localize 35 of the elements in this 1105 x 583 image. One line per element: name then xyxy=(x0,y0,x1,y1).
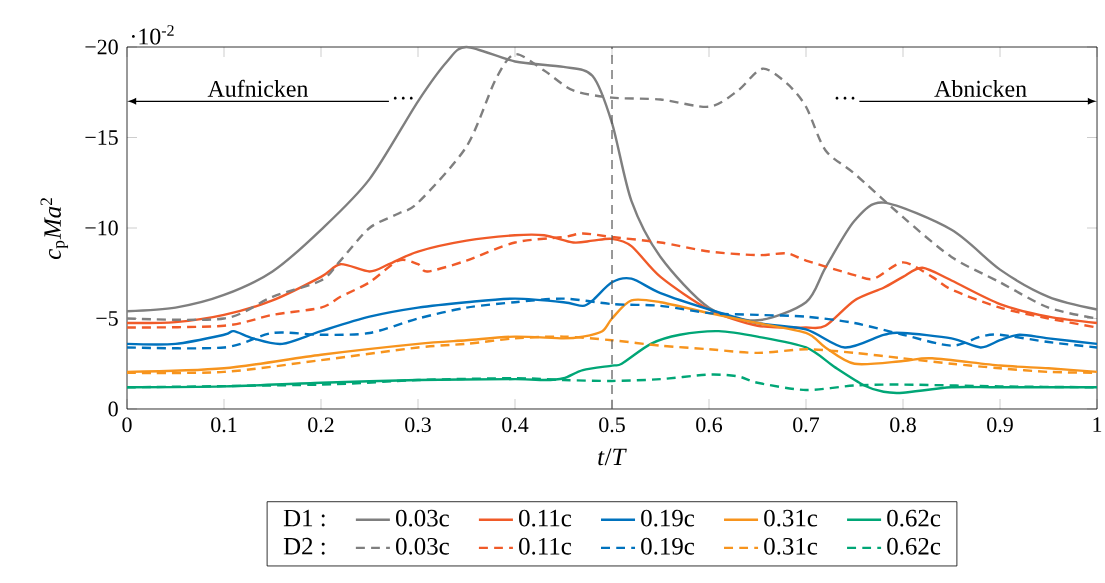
x-tick-label: 0.4 xyxy=(502,417,529,433)
y-tick-label: −15 xyxy=(85,130,118,145)
annotation: Abnicken xyxy=(934,80,1027,97)
legend-label: 0.11c xyxy=(519,537,572,555)
y-axis-title: c$_{p}$Ma$^{2}$ xyxy=(40,198,69,260)
x-tick-label: 0.2 xyxy=(308,417,334,433)
legend-label: 0.31c xyxy=(764,537,818,555)
x-tick-label: 0 xyxy=(122,417,132,433)
x-tick-label: 0.8 xyxy=(890,417,916,433)
y-tick-label: −5 xyxy=(96,311,118,326)
x-tick-label: 0.6 xyxy=(696,417,723,433)
text: D2 : xyxy=(283,537,325,555)
annotation: Aufnicken xyxy=(207,79,309,97)
x-tick-label: 0.5 xyxy=(599,417,625,433)
text: ·10$^{-2}$ xyxy=(131,25,174,45)
y-tick-label: −10 xyxy=(85,220,118,236)
text: D1 : xyxy=(283,509,325,527)
x-axis-title: t/T xyxy=(598,448,627,466)
legend-label: 0.03c xyxy=(396,509,449,527)
legend-label: 0.19c xyxy=(641,537,695,555)
legend-label: 0.03c xyxy=(396,537,449,555)
legend-label: 0.11c xyxy=(519,509,572,527)
x-tick-label: 0.1 xyxy=(211,417,237,433)
legend-label: 0.62c xyxy=(887,509,941,527)
annotation: … xyxy=(393,96,413,100)
y-tick-label: −20 xyxy=(85,39,118,55)
legend-label: 0.19c xyxy=(641,509,695,527)
x-tick-label: 0.9 xyxy=(987,417,1013,433)
x-tick-label: 0.3 xyxy=(405,417,431,433)
annotation: … xyxy=(835,96,855,100)
x-tick-label: 1 xyxy=(1093,417,1102,432)
y-tick-label: 0 xyxy=(108,401,118,417)
x-tick-label: 0.7 xyxy=(793,417,820,433)
legend-label: 0.31c xyxy=(764,509,818,527)
legend-label: 0.62c xyxy=(887,537,941,555)
